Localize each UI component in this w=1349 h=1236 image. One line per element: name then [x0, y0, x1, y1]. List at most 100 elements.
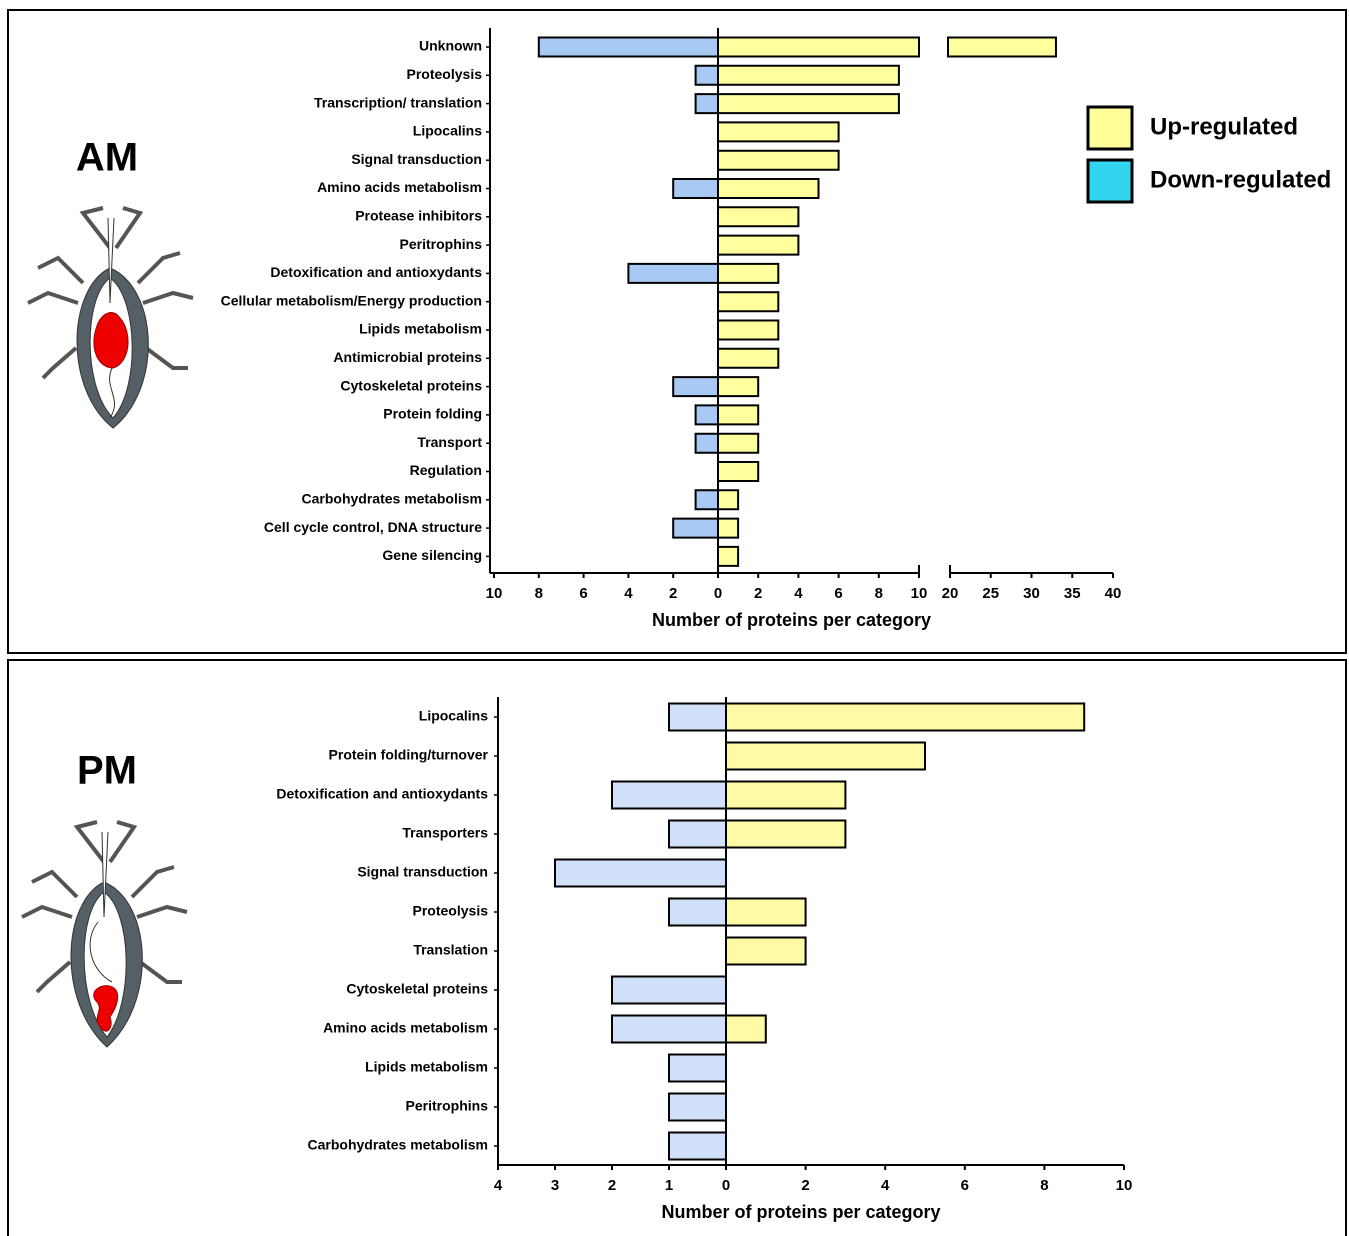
- category-label: Translation: [413, 942, 488, 958]
- x-tick-label: 30: [1023, 585, 1040, 602]
- x-tick-label: 6: [961, 1177, 969, 1194]
- category-label: Lipids metabolism: [359, 321, 482, 337]
- x-tick-label: 6: [834, 585, 842, 602]
- x-tick-label: 3: [551, 1177, 559, 1194]
- category-label: Cell cycle control, DNA structure: [264, 519, 482, 535]
- bar: [628, 264, 718, 283]
- bar: [718, 462, 758, 481]
- bar: [718, 122, 839, 141]
- x-tick-label: 4: [881, 1177, 890, 1194]
- bar: [696, 490, 718, 509]
- bar: [696, 66, 718, 85]
- category-label: Regulation: [410, 462, 482, 478]
- bug-illustration: [22, 822, 187, 1047]
- bar: [612, 977, 726, 1004]
- bar: [718, 321, 778, 340]
- bar: [673, 377, 718, 396]
- category-label: Proteolysis: [407, 66, 483, 82]
- x-tick-label: 2: [754, 585, 762, 602]
- category-label: Transport: [417, 434, 482, 450]
- panel-title: PM: [77, 749, 137, 793]
- bug-illustration: [28, 208, 193, 428]
- category-label: Signal transduction: [351, 151, 482, 167]
- category-label: Unknown: [419, 38, 482, 54]
- x-tick-label: 25: [982, 585, 999, 602]
- bar: [669, 704, 726, 731]
- category-label: Carbohydrates metabolism: [302, 491, 483, 507]
- bar: [718, 434, 758, 453]
- bar: [718, 66, 899, 85]
- legend-swatch: [1088, 107, 1132, 149]
- x-tick-label: 1: [665, 1177, 673, 1194]
- category-label: Lipocalins: [419, 708, 488, 724]
- category-label: Detoxification and antioxydants: [276, 786, 488, 802]
- bar: [718, 38, 1056, 57]
- x-tick-label: 35: [1064, 585, 1081, 602]
- category-label: Cellular metabolism/Energy production: [221, 292, 482, 308]
- bar: [718, 94, 899, 113]
- legend-swatch: [1088, 160, 1132, 202]
- bar: [726, 743, 925, 770]
- x-tick-label: 8: [875, 585, 883, 602]
- x-tick-label: 10: [1116, 1177, 1133, 1194]
- bar: [673, 519, 718, 538]
- category-label: Carbohydrates metabolism: [308, 1137, 489, 1153]
- x-tick-label: 2: [669, 585, 677, 602]
- bar: [669, 899, 726, 926]
- bar: [673, 179, 718, 198]
- bar: [669, 821, 726, 848]
- category-label: Peritrophins: [400, 236, 483, 252]
- legend-label: Down-regulated: [1150, 166, 1331, 193]
- x-tick-label: 4: [624, 585, 633, 602]
- category-label: Lipocalins: [413, 123, 482, 139]
- x-axis-label: Number of proteins per category: [661, 1202, 940, 1222]
- bar: [669, 1094, 726, 1121]
- x-tick-label: 8: [1040, 1177, 1048, 1194]
- panel-title: AM: [76, 136, 138, 180]
- category-label: Amino acids metabolism: [323, 1020, 488, 1036]
- category-label: Transporters: [402, 825, 488, 841]
- bar: [555, 860, 726, 887]
- bar: [718, 207, 798, 226]
- figure: AM20253035400246810108642Number of prote…: [0, 0, 1349, 1236]
- bar: [718, 547, 738, 566]
- x-tick-label: 2: [608, 1177, 616, 1194]
- category-label: Gene silencing: [382, 547, 482, 563]
- bar: [718, 236, 798, 255]
- category-label: Lipids metabolism: [365, 1059, 488, 1075]
- bar: [726, 704, 1084, 731]
- category-label: Proteolysis: [413, 903, 489, 919]
- x-axis-label: Number of proteins per category: [652, 610, 931, 630]
- bar: [718, 490, 738, 509]
- bar: [726, 782, 845, 809]
- x-tick-label: 8: [535, 585, 543, 602]
- bar: [669, 1055, 726, 1082]
- category-label: Detoxification and antioxydants: [270, 264, 482, 280]
- x-tick-label: 4: [494, 1177, 503, 1194]
- bar: [612, 782, 726, 809]
- bar: [718, 264, 778, 283]
- x-tick-label: 2: [801, 1177, 809, 1194]
- bar: [718, 519, 738, 538]
- bar: [726, 821, 845, 848]
- category-label: Protease inhibitors: [355, 208, 482, 224]
- bar: [726, 1016, 766, 1043]
- x-tick-label: 20: [942, 585, 959, 602]
- x-tick-label: 0: [714, 585, 722, 602]
- panel-frame: [8, 10, 1346, 653]
- bar: [726, 899, 806, 926]
- bar: [718, 179, 819, 198]
- category-label: Antimicrobial proteins: [333, 349, 482, 365]
- bar: [718, 292, 778, 311]
- bar: [718, 405, 758, 424]
- bar: [726, 938, 806, 965]
- bar: [696, 94, 718, 113]
- x-tick-label: 40: [1105, 585, 1122, 602]
- category-label: Amino acids metabolism: [317, 179, 482, 195]
- x-tick-label: 0: [722, 1177, 730, 1194]
- category-label: Peritrophins: [406, 1098, 489, 1114]
- legend-label: Up-regulated: [1150, 113, 1298, 140]
- category-label: Cytoskeletal proteins: [340, 377, 482, 393]
- category-label: Protein folding/turnover: [329, 747, 489, 763]
- category-label: Cytoskeletal proteins: [346, 981, 488, 997]
